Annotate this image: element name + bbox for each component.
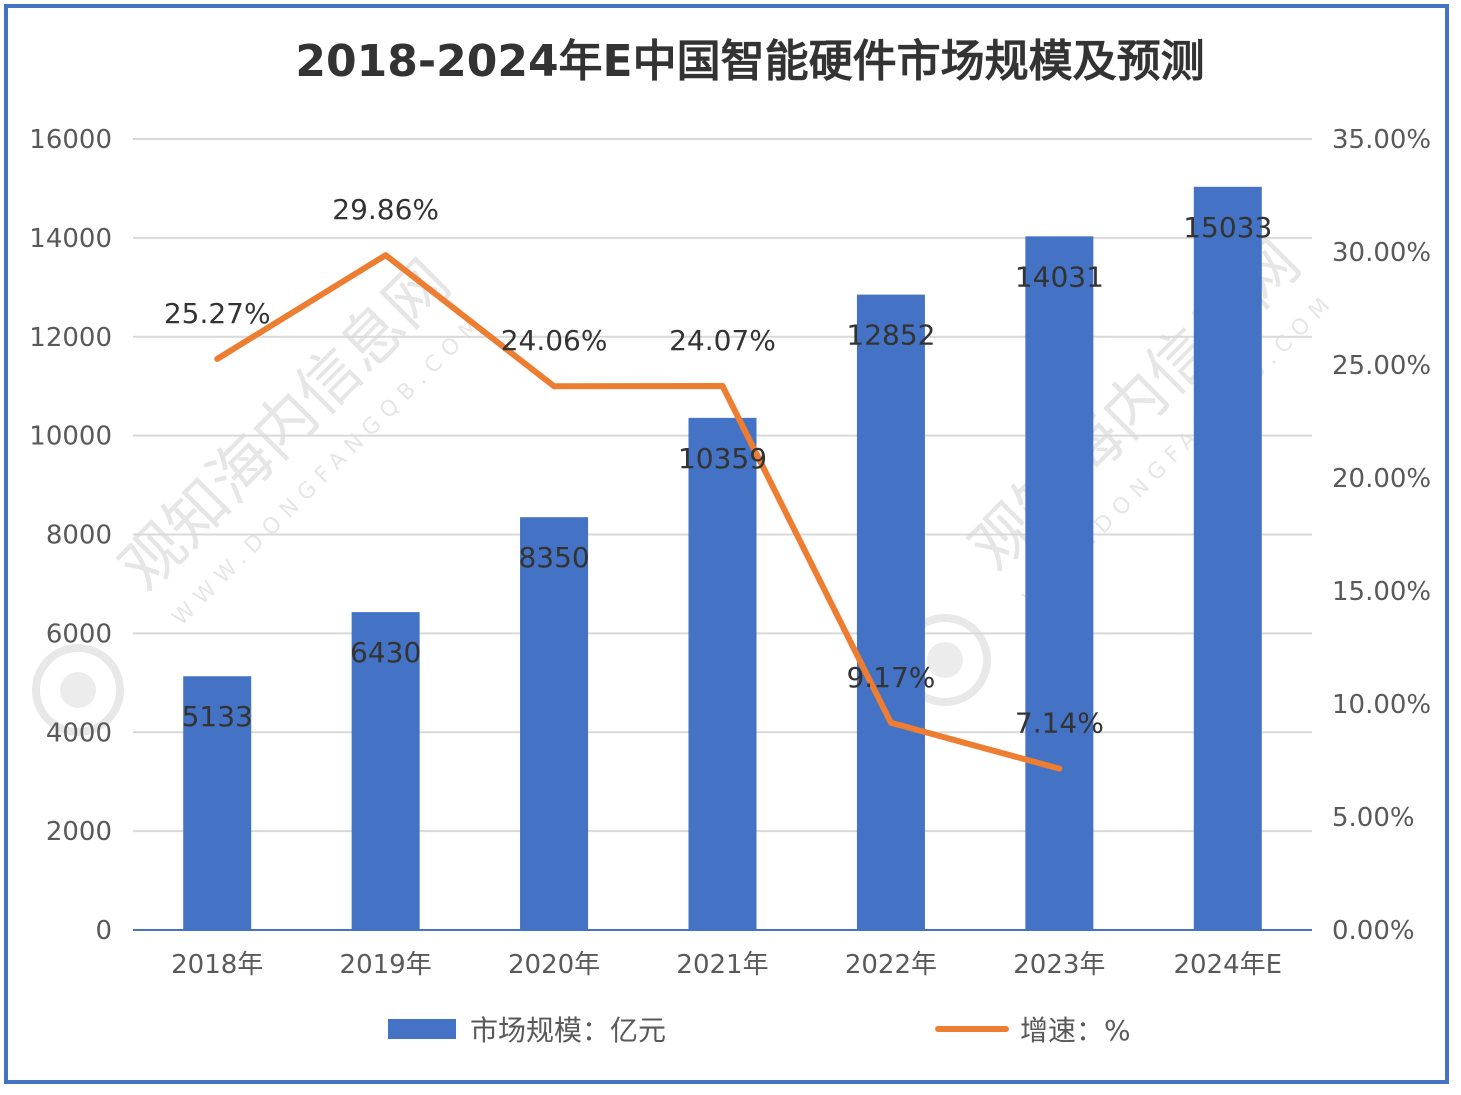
y-left-tick-label: 4000	[46, 718, 112, 748]
y-right-tick-label: 10.00%	[1332, 690, 1431, 720]
bar-value-label: 12852	[846, 319, 935, 352]
bar	[1193, 186, 1262, 931]
chart-title: 2018-2024年E中国智能硬件市场规模及预测	[295, 36, 1204, 87]
bar	[183, 676, 252, 930]
line-series	[214, 252, 1063, 772]
bar	[351, 612, 420, 930]
data-labels: 5133 6430 8350 10359 12852 14031 15033 25.27% 29…	[164, 193, 1272, 739]
y-right-tick-label: 0.00%	[1332, 916, 1415, 946]
line-value-label: 24.06%	[501, 324, 608, 357]
line-value-label: 7.14%	[1015, 707, 1104, 740]
bar	[1025, 236, 1094, 931]
y-right-tick-label: 35.00%	[1332, 125, 1431, 155]
line-point	[889, 721, 892, 724]
bar	[520, 517, 589, 930]
line-value-label: 24.07%	[669, 324, 776, 357]
watermark-logo-dot	[60, 672, 96, 708]
y-left-tick-label: 16000	[29, 125, 112, 155]
x-tick-label: 2019年	[340, 950, 432, 980]
x-tick-label: 2022年	[845, 950, 937, 980]
y-right-tick-label: 25.00%	[1332, 351, 1431, 381]
bar-series	[183, 186, 1262, 931]
line-value-label: 29.86%	[332, 193, 439, 226]
x-tick-label: 2018年	[171, 950, 263, 980]
watermark-text: 观知海内信息网	[106, 246, 465, 605]
legend: 市场规模：亿元 增速：%	[388, 1014, 1131, 1047]
y-left-tick-label: 6000	[46, 619, 112, 649]
y-right-tick-label: 5.00%	[1332, 803, 1415, 833]
line-value-label: 9.17%	[846, 661, 935, 694]
bar	[856, 294, 925, 930]
y-left-tick-label: 0	[95, 916, 112, 946]
watermark-logo-icon	[32, 644, 124, 736]
bar-value-label: 8350	[518, 541, 589, 574]
y-right-tick-label: 20.00%	[1332, 464, 1431, 494]
bar-value-label: 5133	[182, 700, 253, 733]
x-tick-label: 2021年	[676, 950, 768, 980]
y-left-tick-label: 10000	[29, 422, 112, 452]
x-tick-label: 2023年	[1013, 950, 1105, 980]
y-left-tick-label: 8000	[46, 521, 112, 551]
line-point	[553, 385, 556, 388]
y-left-tick-label: 12000	[29, 323, 112, 353]
line-value-label: 25.27%	[164, 297, 271, 330]
bar-value-label: 15033	[1183, 211, 1272, 244]
y-left-tick-label: 14000	[29, 224, 112, 254]
line-point	[721, 385, 724, 388]
line-point	[384, 254, 387, 257]
y-right-tick-label: 30.00%	[1332, 238, 1431, 268]
line-point	[216, 357, 219, 360]
legend-bar-label: 市场规模：亿元	[470, 1014, 666, 1047]
watermark-logo-dot	[927, 642, 963, 678]
y-right-tick-label: 15.00%	[1332, 577, 1431, 607]
y-left-tick-label: 2000	[46, 817, 112, 847]
x-tick-label: 2020年	[508, 950, 600, 980]
axes: 0 2000 4000 6000 8000 10000 12000 14000 16000 0.0…	[29, 125, 1431, 980]
line-point	[1058, 767, 1061, 770]
bar	[688, 417, 757, 930]
legend-bar-swatch	[388, 1019, 456, 1039]
bar-value-label: 14031	[1015, 260, 1104, 293]
growth-line	[214, 252, 1063, 772]
bar-value-label: 6430	[350, 636, 421, 669]
bar-value-label: 10359	[678, 442, 767, 475]
legend-line-label: 增速：%	[1020, 1014, 1131, 1047]
x-tick-label: 2024年E	[1173, 950, 1282, 980]
